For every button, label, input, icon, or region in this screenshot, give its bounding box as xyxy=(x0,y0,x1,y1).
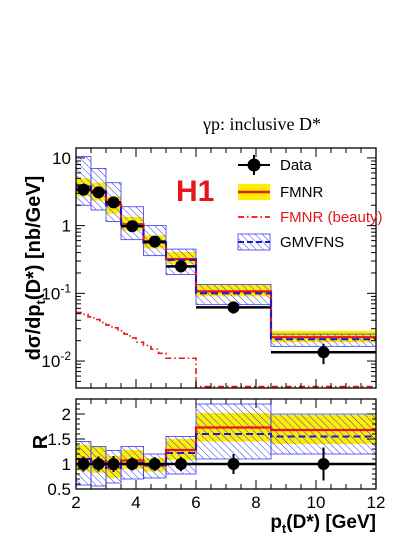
bot-y-tick-label: 1 xyxy=(62,455,71,474)
top-data-marker-5 xyxy=(175,260,187,273)
bot-data-marker-2 xyxy=(107,458,120,470)
top-data-marker-7 xyxy=(317,346,330,359)
bot-gmvfns-band-6 xyxy=(195,403,272,460)
bot-data-point-5 xyxy=(166,457,196,471)
x-tick-label: 4 xyxy=(131,493,140,512)
legend-data-label: Data xyxy=(280,157,312,174)
bot-data-marker-5 xyxy=(175,458,187,470)
x-tick-label: 12 xyxy=(367,493,386,512)
legend-beauty-label: FMNR (beauty) xyxy=(280,209,383,226)
bot-data-marker-6 xyxy=(227,458,240,470)
top-beauty-line xyxy=(76,311,376,388)
top-data-point-3 xyxy=(121,220,144,233)
top-data-point-2 xyxy=(106,196,121,209)
bot-data-point-3 xyxy=(121,457,144,471)
top-data-point-5 xyxy=(166,260,196,273)
legend-data-marker xyxy=(247,158,261,172)
top-data-marker-4 xyxy=(148,235,161,248)
svg-text:dσ/dpt(D*) [nb/GeV]: dσ/dpt(D*) [nb/GeV] xyxy=(23,176,48,361)
bot-data-point-2 xyxy=(106,456,121,472)
bot-y-tick-label: 2 xyxy=(62,405,71,424)
top-data-marker-6 xyxy=(227,301,240,314)
top-data-point-1 xyxy=(91,186,106,199)
experiment-label: H1 xyxy=(176,175,214,208)
top-data-point-0 xyxy=(76,183,91,196)
top-y-tick-label: 10-2 xyxy=(41,349,71,371)
x-axis-label: pt(D*) [GeV] xyxy=(270,512,376,536)
top-gmvfns-band-0 xyxy=(76,156,92,206)
legend-gmvfns-label: GMVFNS xyxy=(280,234,344,251)
top-data-marker-1 xyxy=(92,186,105,199)
legend-fmnr-label: FMNR xyxy=(280,184,323,201)
top-data-point-7 xyxy=(271,343,376,365)
chart-title: γp: inclusive D* xyxy=(202,114,321,134)
bot-data-point-6 xyxy=(196,454,271,474)
top-data-marker-0 xyxy=(77,183,90,196)
legend-item-fmnr: FMNR xyxy=(238,184,323,201)
top-data-point-6 xyxy=(196,301,271,314)
legend: Data FMNR FMNR (beauty) GMVFNS xyxy=(237,155,383,251)
y-axis-label-bottom: R xyxy=(30,434,52,449)
bottom-panel: 0.5 1 1.5 2 2 4 6 8 10 12 xyxy=(47,398,386,512)
top-data-marker-3 xyxy=(126,220,139,233)
top-panel: 10-2 10-1 1 10 H1 Data FMNR FMNR (beauty) GMVF… xyxy=(41,147,383,389)
x-tick-label: 6 xyxy=(191,493,200,512)
top-y-tick-label: 10 xyxy=(52,149,71,168)
y-axis-label-top: dσ/dpt(D*) [nb/GeV] xyxy=(23,176,48,361)
bot-data-marker-4 xyxy=(148,458,161,470)
top-y-tick-label: 10-1 xyxy=(41,281,71,303)
x-tick-label: 8 xyxy=(251,493,260,512)
top-data-marker-2 xyxy=(107,196,120,209)
legend-item-data: Data xyxy=(238,155,312,175)
legend-item-beauty: FMNR (beauty) xyxy=(238,209,383,226)
bot-data-marker-3 xyxy=(126,458,139,470)
bot-data-point-1 xyxy=(91,456,106,472)
top-y-tick-label: 1 xyxy=(62,217,71,236)
bot-data-point-7 xyxy=(271,447,376,481)
bot-y-tick-label: 0.5 xyxy=(47,480,71,499)
bot-data-point-4 xyxy=(143,457,166,471)
bot-data-marker-1 xyxy=(92,458,105,470)
bot-y-tick-label: 1.5 xyxy=(47,430,71,449)
x-tick-label: 10 xyxy=(307,493,326,512)
x-tick-label: 2 xyxy=(71,493,80,512)
bot-data-marker-7 xyxy=(317,458,330,470)
legend-item-gmvfns: GMVFNS xyxy=(237,233,344,251)
top-data-point-4 xyxy=(143,235,166,248)
svg-text:pt(D*) [GeV]: pt(D*) [GeV] xyxy=(270,512,376,536)
